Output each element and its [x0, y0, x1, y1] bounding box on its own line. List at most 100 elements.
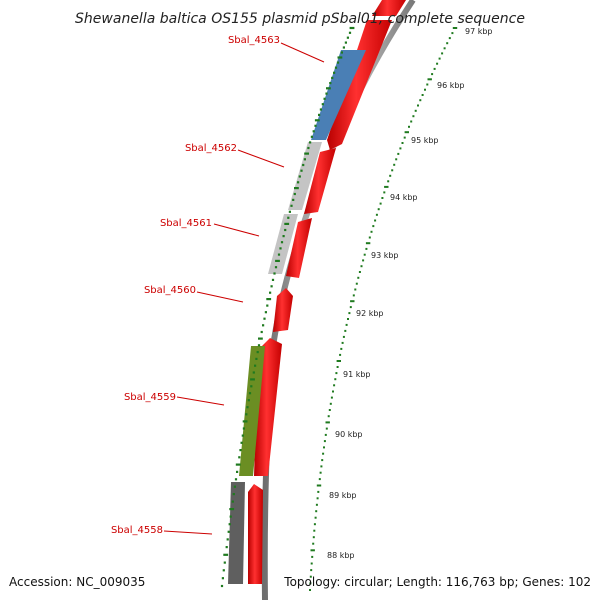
outer-track-mark-83: [315, 503, 318, 506]
inner-track-mark-63: [247, 399, 250, 402]
outer-track-mark-11: [426, 83, 429, 86]
tick-label-89-kbp: 89 kbp: [329, 491, 357, 500]
gene-label-sbal-4559[interactable]: Sbal_4559: [124, 392, 176, 403]
outer-track-mark-56: [342, 335, 345, 338]
outer-track-mark-91: [311, 555, 314, 558]
gene-label-sbal-4560[interactable]: Sbal_4560: [144, 285, 196, 296]
gene-block-sbal-4563[interactable]: [311, 50, 366, 140]
inner-track-mark-46: [270, 285, 273, 288]
outer-track-mark-88: [312, 536, 315, 539]
inner-track-mark-37: [284, 228, 287, 232]
inner-track-mark-49: [266, 304, 269, 307]
outer-track-mark-34: [377, 208, 380, 211]
outer-track-mark-90: [310, 549, 315, 552]
outer-track-mark-52: [348, 312, 351, 315]
outer-track-mark-49: [352, 294, 355, 297]
outer-track-mark-70: [325, 421, 330, 424]
inner-track-mark-45: [271, 278, 275, 281]
gene-block-sbal-4562[interactable]: [288, 142, 322, 210]
gene-labels: Sbal_4563 Sbal_4562 Sbal_4561 Sbal_4560 …: [111, 35, 280, 536]
tick-label-90-kbp: 90 kbp: [335, 430, 363, 439]
inner-track-mark-22: [309, 141, 312, 144]
outer-track-mark-40: [365, 242, 371, 245]
outer-track-mark-41: [365, 247, 368, 250]
inner-track-mark-1: [348, 31, 352, 34]
tick-label-88-kbp: 88 kbp: [327, 551, 355, 560]
gene-label-sbal-4562[interactable]: Sbal_4562: [185, 143, 237, 154]
leader-line-sbal-4560: [196, 291, 244, 303]
inner-track-mark-30: [294, 187, 299, 190]
forward-feature-5: [273, 288, 293, 332]
gene-blocks: [228, 50, 366, 584]
inner-track-mark-3: [344, 41, 347, 44]
inner-track-mark-8: [334, 66, 338, 69]
outer-track-mark-74: [323, 446, 325, 449]
outer-track-mark-92: [310, 562, 313, 565]
outer-track-mark-78: [319, 471, 322, 474]
outer-track-mark-75: [322, 452, 325, 455]
tick-label-92-kbp: 92 kbp: [356, 309, 384, 318]
inner-track-mark-47: [269, 291, 272, 294]
inner-track-mark-84: [223, 553, 229, 556]
inner-track-mark-27: [300, 169, 303, 172]
inner-track-mark-86: [222, 569, 225, 572]
inner-track-mark-50: [264, 311, 267, 314]
inner-track-mark-23: [307, 146, 310, 150]
outer-track-mark-63: [334, 378, 337, 381]
outer-track-mark-35: [375, 213, 378, 216]
inner-track-mark-71: [238, 456, 241, 459]
gene-label-sbal-4558[interactable]: Sbal_4558: [111, 525, 163, 536]
outer-track-mark-0: [452, 27, 458, 29]
outer-track-mark-4: [443, 47, 446, 50]
inner-track-mark-82: [226, 538, 229, 541]
outer-track-mark-12: [424, 88, 426, 91]
outer-track-mark-43: [362, 259, 365, 262]
inner-track-mark-60: [250, 378, 255, 381]
inner-track-mark-25: [303, 158, 306, 161]
outer-track-mark-76: [321, 459, 324, 462]
gene-block-sbal-4561[interactable]: [268, 214, 298, 274]
forward-feature-2: [327, 20, 392, 150]
gene-label-sbal-4563[interactable]: Sbal_4563: [228, 35, 280, 46]
outer-track-mark-38: [370, 230, 373, 233]
outer-track-mark-20: [404, 131, 409, 134]
inner-track-mark-53: [260, 330, 263, 334]
inner-track-mark-74: [234, 478, 238, 481]
outer-track-mark-46: [357, 276, 360, 279]
inner-track-mark-69: [240, 441, 243, 444]
inner-track-mark-2: [346, 36, 349, 39]
outer-track-mark-79: [318, 478, 321, 481]
inner-track-mark-38: [282, 235, 285, 238]
inner-track-mark-15: [321, 103, 324, 106]
outer-track-mark-85: [314, 516, 317, 519]
outer-track-mark-26: [393, 163, 396, 166]
inner-track-mark-7: [336, 61, 340, 64]
outer-track-mark-42: [363, 253, 366, 256]
inner-track-mark-52: [262, 324, 265, 327]
outer-track-mark-81: [317, 490, 320, 493]
inner-track-mark-43: [274, 266, 278, 269]
inner-track-mark-14: [323, 97, 326, 100]
outer-track-mark-55: [344, 329, 347, 332]
inner-track-mark-16: [319, 108, 322, 111]
outer-track-mark-96: [309, 589, 311, 591]
inner-track-mark-67: [242, 427, 245, 430]
gene-block-sbal-4558[interactable]: [228, 482, 245, 584]
outer-track-mark-67: [329, 402, 332, 405]
inner-track-mark-57: [255, 357, 258, 360]
outer-track-mark-24: [397, 152, 400, 155]
outer-track-mark-62: [335, 372, 338, 375]
leader-line-sbal-4558: [163, 530, 213, 535]
outer-track-mark-66: [330, 396, 333, 399]
map-title: Shewanella baltica OS155 plasmid pSbal01…: [75, 11, 525, 27]
outer-track-mark-58: [340, 347, 343, 350]
outer-track-mark-30: [384, 185, 389, 188]
inner-track-mark-80: [228, 523, 231, 526]
gene-label-sbal-4561[interactable]: Sbal_4561: [160, 218, 212, 229]
gene-block-sbal-4559[interactable]: [239, 346, 265, 476]
outer-track-mark-10: [427, 78, 432, 81]
outer-track-mark-93: [310, 569, 313, 572]
inner-track-mark-78: [229, 508, 235, 511]
inner-track-mark-61: [250, 385, 253, 388]
